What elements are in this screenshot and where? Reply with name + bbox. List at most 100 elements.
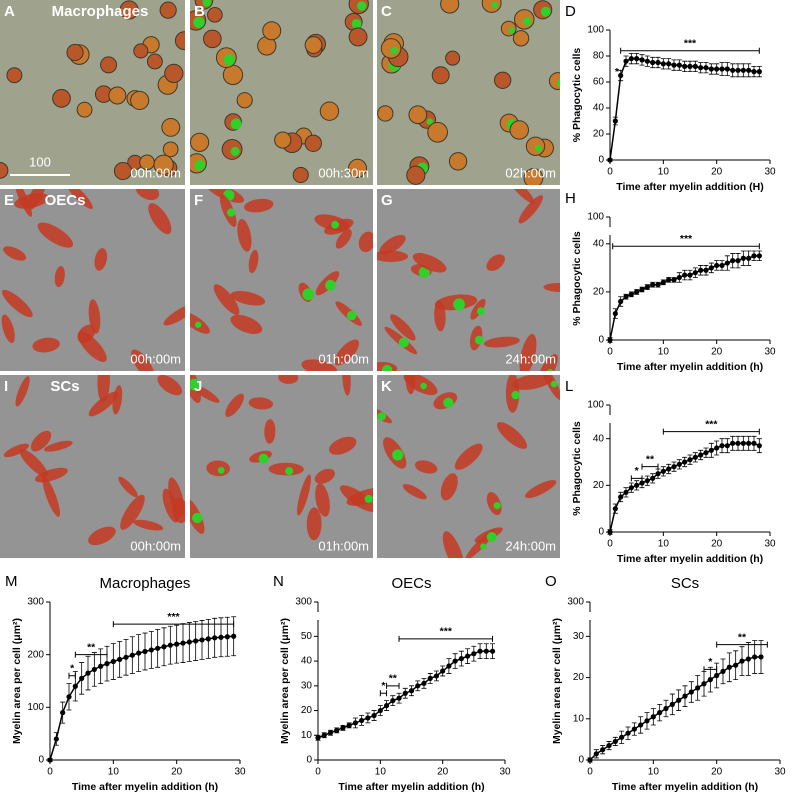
myelin [285, 467, 294, 476]
cell [207, 7, 223, 23]
point [390, 698, 396, 704]
point [660, 61, 666, 67]
myelin [486, 531, 497, 542]
point [701, 681, 707, 687]
cell [483, 336, 520, 348]
point [724, 443, 730, 449]
point [746, 255, 752, 261]
point [415, 683, 421, 689]
micrograph-background [0, 375, 185, 558]
micrograph [190, 0, 373, 185]
point [638, 722, 644, 728]
point [730, 258, 736, 264]
cell [496, 422, 528, 449]
cell [108, 86, 127, 105]
cell [119, 0, 139, 20]
cell [523, 168, 544, 185]
point [666, 277, 672, 283]
myelin [195, 321, 202, 328]
y-tick-label: 0 [578, 755, 584, 766]
cell [163, 304, 185, 326]
significance-label: *** [705, 418, 718, 430]
y-tick-label: 20 [573, 672, 585, 683]
myelin [443, 397, 454, 408]
cell [512, 375, 553, 390]
point [607, 529, 613, 535]
point [655, 471, 661, 477]
cell [442, 531, 464, 558]
cell [525, 136, 546, 156]
panel-time: 00h:30m [318, 165, 369, 180]
y-tick-label: 0 [598, 335, 604, 346]
point [53, 736, 59, 742]
cell [157, 375, 183, 396]
y-tick-label: 80 [593, 51, 605, 62]
point [628, 56, 634, 62]
cell [133, 519, 164, 531]
cell [315, 483, 330, 517]
point [600, 747, 606, 753]
y-tick-label: 30 [573, 631, 585, 642]
y-tick-label: 10 [301, 730, 313, 741]
point [321, 732, 327, 738]
point [740, 67, 746, 73]
x-tick-label: 30 [499, 767, 511, 778]
micrograph [377, 189, 560, 371]
significance-bracket [662, 428, 760, 435]
point [155, 645, 161, 651]
panel-time: 00h:00m [130, 538, 181, 553]
cell [190, 311, 210, 334]
x-tick-label: 0 [607, 347, 613, 358]
cell [548, 72, 560, 90]
panel-time: 24h:00m [505, 351, 556, 366]
cell [168, 477, 185, 517]
cell [30, 430, 52, 452]
x-tick-label: 10 [375, 767, 387, 778]
myelin [190, 378, 200, 391]
line [589, 656, 761, 761]
significance-label: ** [646, 453, 655, 465]
y-tick-label: 20 [301, 705, 313, 716]
point [433, 673, 440, 679]
micrograph-background [0, 0, 185, 185]
point [660, 468, 666, 474]
cell [88, 391, 119, 417]
point [359, 717, 365, 724]
point [751, 69, 757, 75]
point [607, 337, 613, 343]
point [334, 727, 340, 733]
cell [304, 36, 323, 54]
cell [543, 282, 560, 293]
point [365, 715, 371, 721]
point [458, 656, 464, 662]
point [746, 67, 752, 73]
point [746, 440, 752, 446]
cell [412, 253, 447, 273]
y-tick-label: 300 [27, 597, 44, 608]
cell [334, 339, 360, 366]
point [148, 647, 154, 653]
cell [174, 31, 185, 51]
chart-letter: L [565, 378, 573, 395]
micrograph-panel: A Macrophages 00h:00m 100 [0, 0, 185, 185]
chart-letter: O [545, 573, 557, 590]
cell [335, 229, 352, 249]
point [612, 310, 618, 317]
cell [486, 254, 505, 271]
point [593, 751, 599, 757]
point [671, 277, 677, 283]
x-axis-label: Time after myelin addition (h) [338, 781, 484, 793]
cell [405, 375, 416, 395]
chart: 0 100 200 300 0 10 20 30 Time after myelin addit… [5, 573, 246, 793]
point [663, 705, 669, 712]
x-tick-label: 10 [658, 539, 670, 550]
point [639, 57, 645, 63]
myelin [493, 501, 501, 510]
myelin [217, 466, 225, 474]
point [98, 663, 104, 669]
cell [379, 234, 406, 255]
point [471, 651, 477, 657]
significance-bracket [641, 463, 659, 470]
point [623, 58, 629, 64]
